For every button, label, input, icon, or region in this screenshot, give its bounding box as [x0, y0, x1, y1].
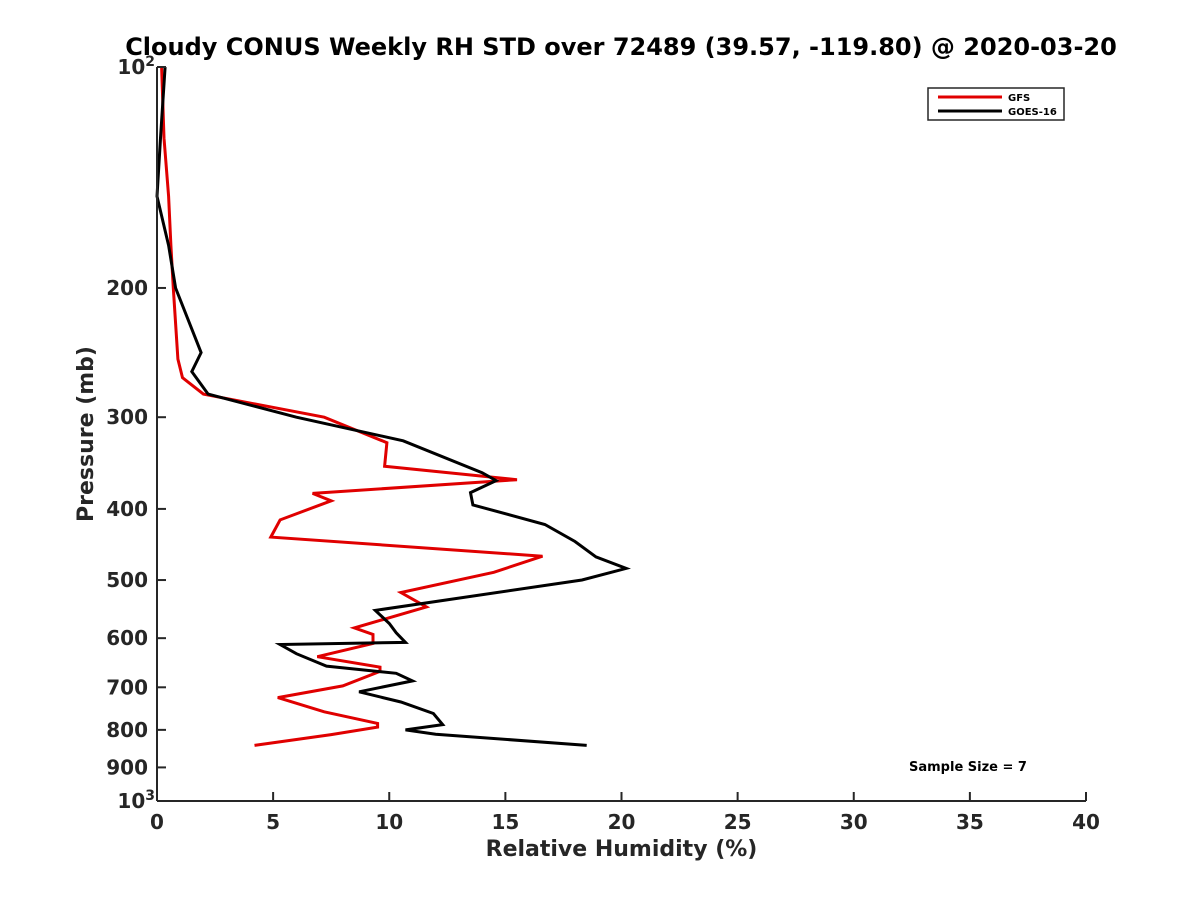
- x-tick-label: 0: [150, 810, 164, 834]
- x-tick-label: 25: [724, 810, 752, 834]
- series-line-gfs: [160, 66, 543, 747]
- y-tick-label: 400: [106, 497, 148, 521]
- y-tick-label: 900: [106, 755, 148, 779]
- y-tick-label: 500: [106, 568, 148, 592]
- x-tick-label: 20: [608, 810, 636, 834]
- sample-size-annotation: Sample Size = 7: [909, 760, 1027, 775]
- legend: GFS GOES-16: [927, 87, 1065, 121]
- y-tick-label: 700: [106, 675, 148, 699]
- y-tick-label: 300: [106, 405, 148, 429]
- legend-box: [927, 87, 1065, 121]
- x-tick-label: 5: [266, 810, 280, 834]
- legend-label-gfs: GFS: [1008, 93, 1030, 104]
- y-tick-label: 200: [106, 276, 148, 300]
- x-tick-label: 10: [375, 810, 403, 834]
- y-tick-label: 800: [106, 718, 148, 742]
- axes-layer: [156, 67, 1086, 802]
- x-tick-label: 15: [491, 810, 519, 834]
- series-layer: [155, 66, 631, 747]
- y-tick-label: 103: [117, 788, 155, 813]
- y-axis-ticks: 102 200 300 400 500 600 700 800 900 103: [106, 54, 166, 813]
- chart-title: Cloudy CONUS Weekly RH STD over 72489 (3…: [125, 33, 1117, 61]
- x-tick-label: 40: [1072, 810, 1100, 834]
- y-tick-label: 102: [117, 54, 155, 79]
- legend-label-goes-16: GOES-16: [1008, 107, 1057, 118]
- x-tick-label: 30: [840, 810, 868, 834]
- series-line-goes-16: [155, 66, 631, 747]
- x-axis-ticks: 0 5 10 15 20 25 30 35 40: [150, 792, 1100, 834]
- x-tick-label: 35: [956, 810, 984, 834]
- x-axis-label: Relative Humidity (%): [486, 837, 758, 862]
- y-tick-label: 600: [106, 626, 148, 650]
- y-axis-label: Pressure (mb): [74, 346, 99, 522]
